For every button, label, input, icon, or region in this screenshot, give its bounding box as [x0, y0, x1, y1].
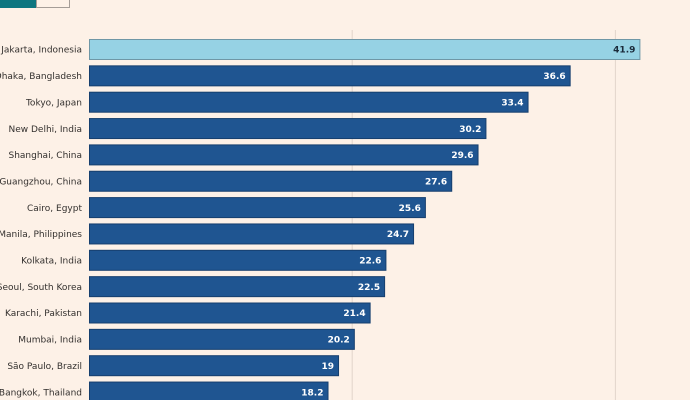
bar [89, 328, 355, 350]
bar [89, 223, 415, 245]
bar [89, 65, 571, 87]
category-labels: Jakarta, Indonesia Dhaka, Bangladesh Tokyo… [0, 46, 82, 399]
category-label: Shanghai, China [9, 151, 83, 161]
toggle-option-active[interactable] [0, 0, 36, 8]
value-label: 24.7 [387, 230, 409, 240]
value-label: 30.2 [459, 125, 481, 135]
toggle-option-inactive[interactable] [36, 0, 70, 8]
category-label: Guangzhou, China [0, 177, 82, 187]
bar [89, 197, 426, 219]
category-label: Cairo, Egypt [27, 204, 82, 214]
category-label: Dhaka, Bangladesh [0, 72, 82, 82]
value-label: 27.6 [425, 177, 447, 187]
category-label: New Delhi, India [9, 125, 82, 135]
bar [89, 91, 529, 113]
value-label: 18.2 [301, 388, 323, 398]
bar [89, 249, 387, 271]
category-label: São Paulo, Brazil [7, 362, 82, 372]
value-labels: 41.9 36.6 33.4 30.2 29.6 27.6 25.6 24.7 22.6 22.5… [301, 46, 635, 399]
value-label: 21.4 [343, 309, 365, 319]
category-label: Manila, Philippines [0, 230, 82, 240]
bar [89, 355, 340, 377]
category-label: Kolkata, India [21, 257, 82, 267]
value-label: 22.6 [359, 257, 381, 267]
category-label: Karachi, Pakistan [5, 309, 82, 319]
category-label: Seoul, South Korea [0, 283, 82, 293]
category-label: Mumbai, India [18, 336, 82, 346]
value-label: 29.6 [451, 151, 473, 161]
bar [89, 381, 329, 400]
value-label: 41.9 [613, 46, 635, 56]
bar [89, 118, 487, 140]
value-label: 25.6 [399, 204, 421, 214]
bar-highlighted [89, 39, 641, 60]
bar [89, 302, 371, 324]
value-label: 36.6 [543, 72, 565, 82]
value-label: 20.2 [328, 336, 350, 346]
category-label: Tokyo, Japan [25, 98, 82, 108]
value-label: 33.4 [501, 98, 523, 108]
value-label: 22.5 [358, 283, 380, 293]
bars [89, 39, 641, 400]
bar [89, 276, 386, 298]
category-label: Jakarta, Indonesia [0, 46, 82, 56]
bar [89, 144, 479, 166]
value-label: 19 [322, 362, 335, 372]
category-label: Bangkok, Thailand [0, 388, 82, 398]
bar [89, 170, 453, 192]
view-toggle[interactable] [0, 0, 70, 8]
